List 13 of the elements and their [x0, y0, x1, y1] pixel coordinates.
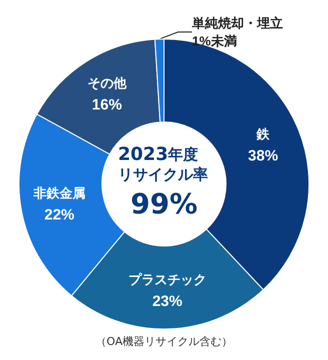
- data-label: 38%: [248, 147, 278, 164]
- data-label: 16%: [92, 96, 122, 114]
- text: （OA機器リサイクル含む）: [96, 335, 233, 348]
- data-label: 23%: [152, 292, 182, 310]
- slice-label: 単純焼却・埋立: [191, 16, 283, 30]
- slice-label: その他: [87, 76, 128, 91]
- slice-label: プラスチック: [128, 272, 206, 287]
- slice-label: 非鉄金属: [32, 185, 86, 200]
- slice-label: 鉄: [256, 126, 271, 142]
- text: 99%: [130, 188, 198, 220]
- text: 2023年度リサイクル率: [118, 144, 208, 184]
- data-label: 22%: [44, 206, 74, 224]
- data-label: 1%未満: [192, 34, 237, 48]
